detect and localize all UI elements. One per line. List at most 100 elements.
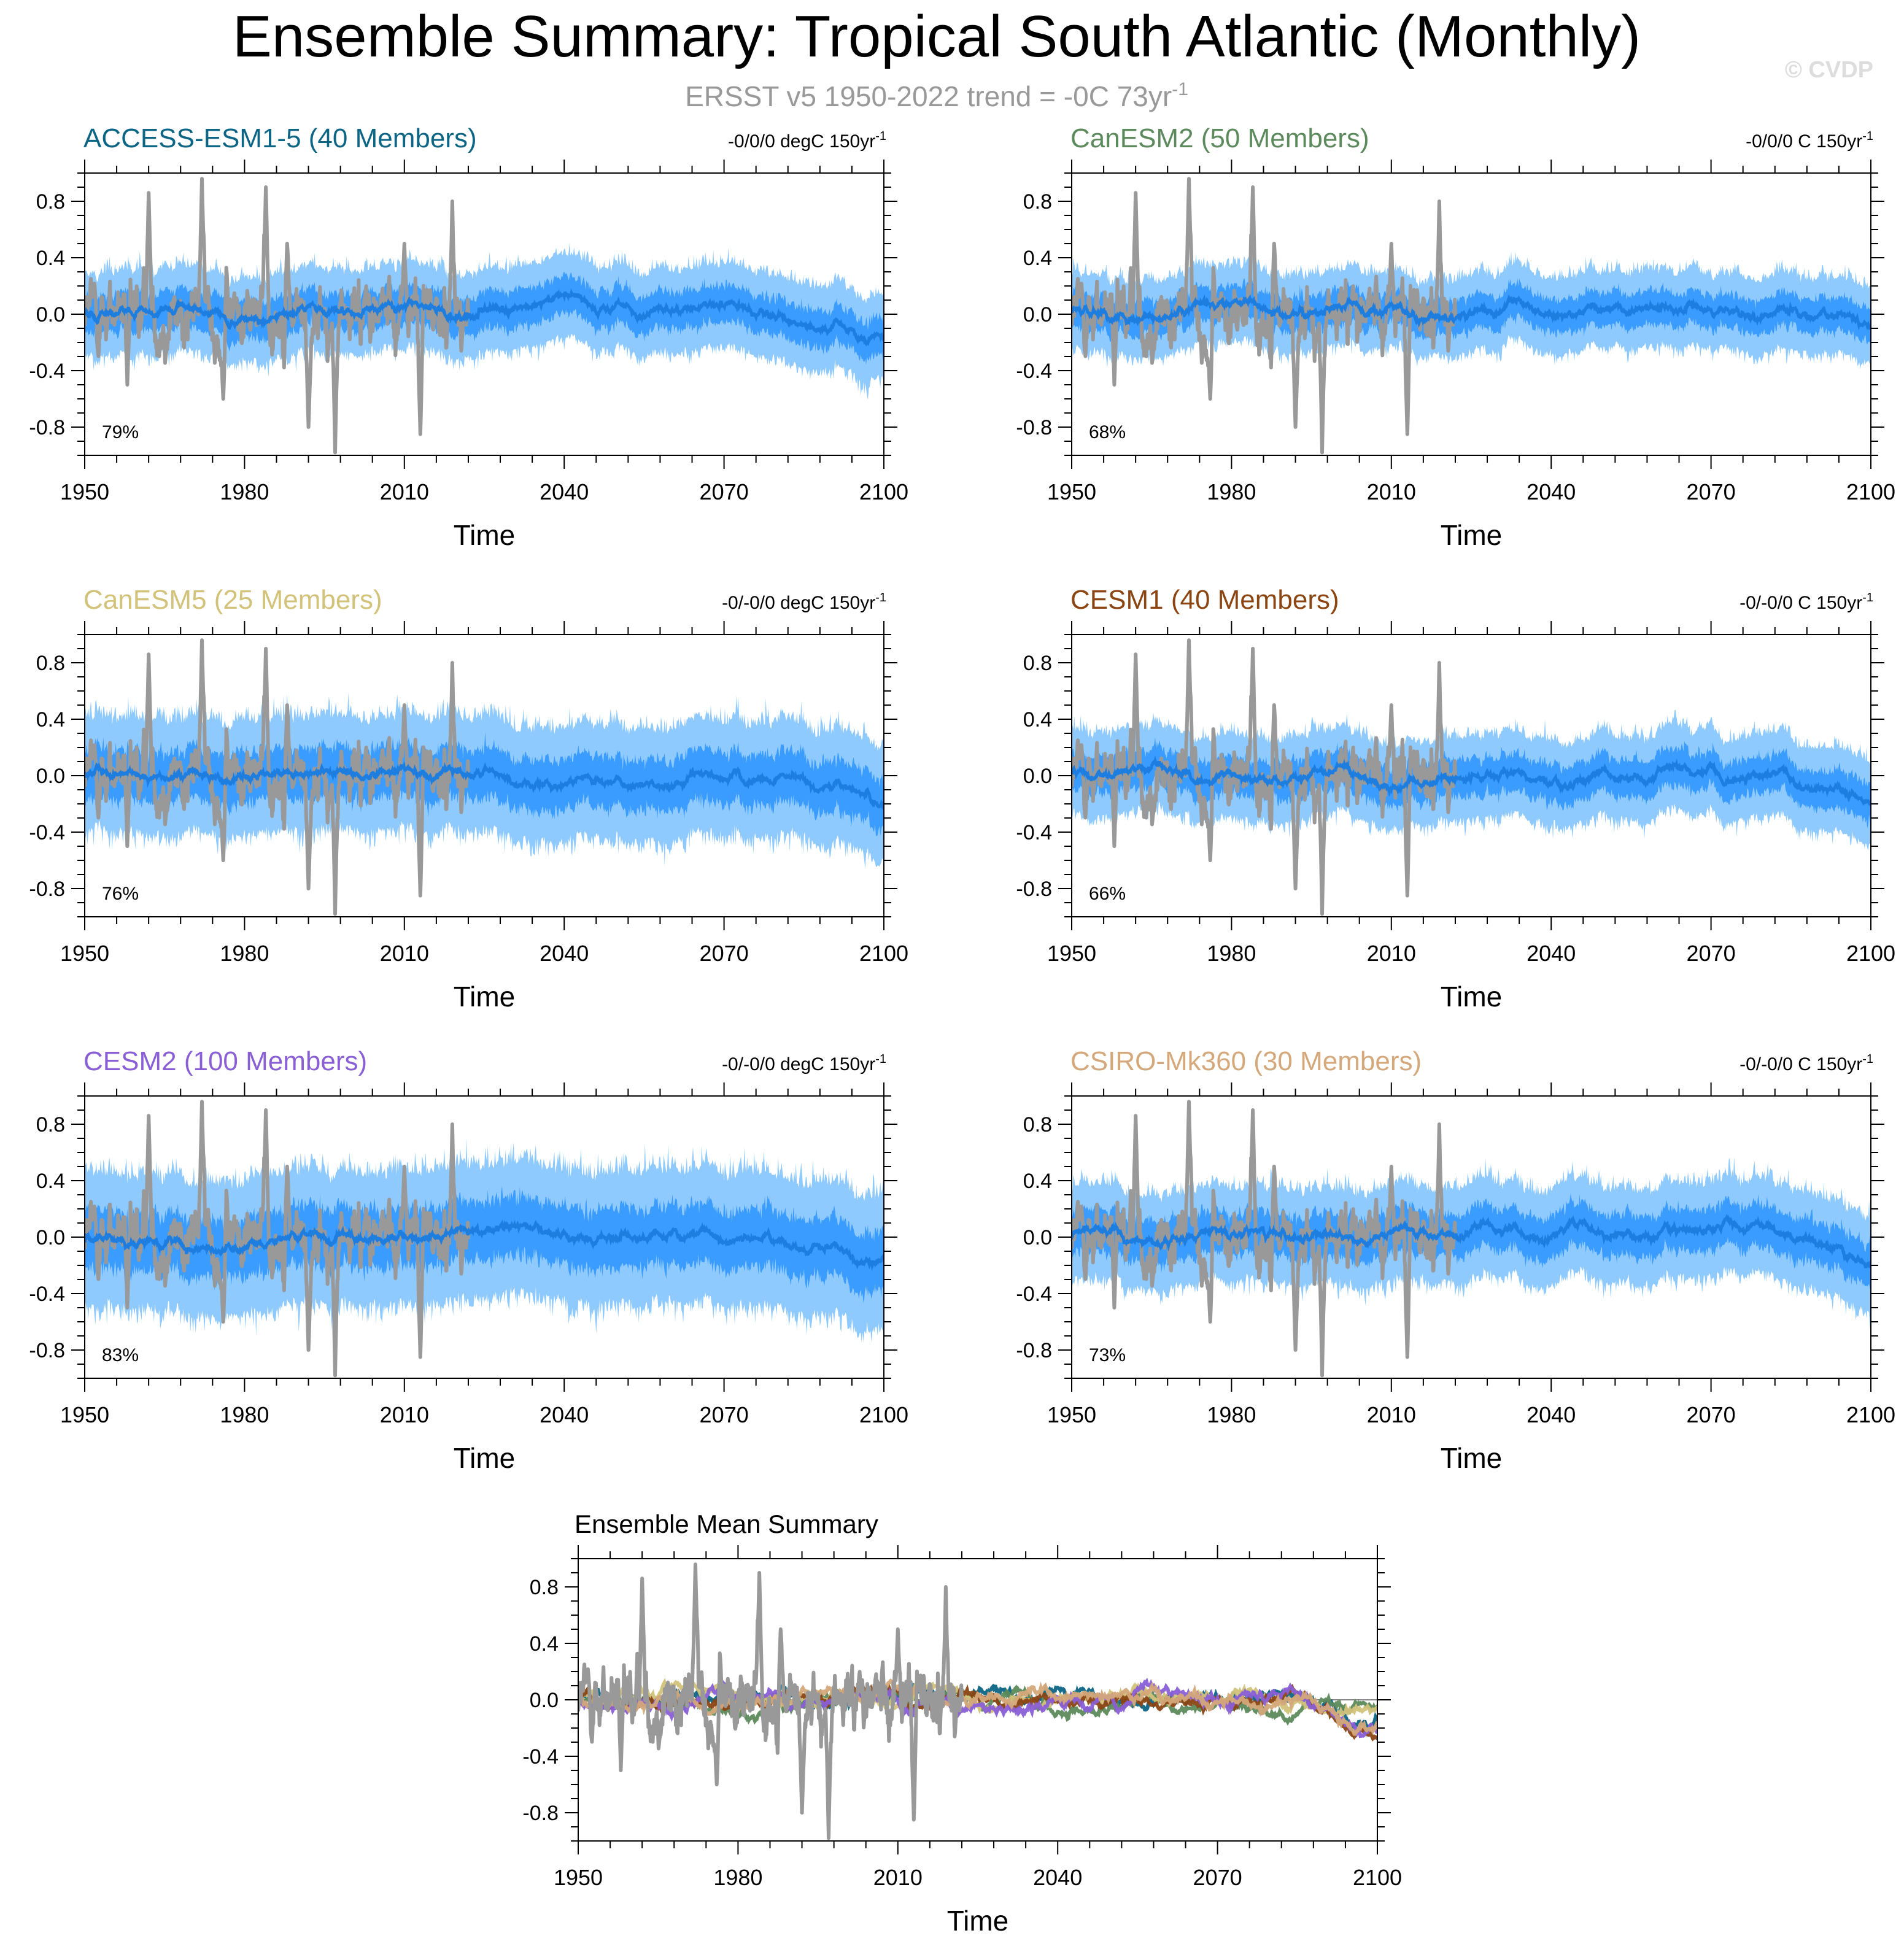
plot-area <box>578 1562 1377 1840</box>
observed-series-line <box>1072 1100 1457 1378</box>
x-tick-label: 2010 <box>1367 479 1416 504</box>
trend-label: -0/-0/0 C 150yr-1 <box>1740 591 1873 613</box>
ensemble-mean-line-cesm2 <box>578 1677 1377 1738</box>
x-tick-label: 2070 <box>1687 479 1736 504</box>
y-tick-label: 0.0 <box>1023 765 1052 788</box>
x-tick-label: 2070 <box>700 941 749 966</box>
panel-2: CanESM2 (50 Members) -0/0/0 C 150yr-1 68% 1… <box>1016 123 1895 551</box>
x-tick-label: 2100 <box>859 941 908 966</box>
observed-series-line <box>1072 638 1457 916</box>
percent-label: 76% <box>102 884 139 904</box>
ensemble-mean-line <box>1072 1213 1871 1269</box>
percent-label: 73% <box>1089 1345 1126 1365</box>
trend-sup: -1 <box>1862 129 1873 143</box>
x-tick-label: 1980 <box>713 1865 762 1890</box>
y-tick-label: 0.4 <box>1023 1170 1052 1193</box>
x-tick-label: 2040 <box>540 941 589 966</box>
x-tick-label: 1980 <box>1207 1402 1256 1427</box>
plot-area <box>85 1100 884 1378</box>
x-tick-label: 2040 <box>1527 941 1576 966</box>
figure-title: Ensemble Summary: Tropical South Atlanti… <box>233 4 1641 69</box>
y-tick-label: -0.4 <box>1016 360 1052 383</box>
y-tick-label: -0.8 <box>29 1339 65 1362</box>
y-tick-label: 0.8 <box>36 652 65 675</box>
observed-series-line <box>85 1100 470 1378</box>
trend-sup: -1 <box>875 1052 886 1066</box>
panel-4: CESM1 (40 Members) -0/-0/0 C 150yr-1 66% 19… <box>1016 585 1895 1013</box>
x-tick-label: 2010 <box>380 1402 429 1427</box>
y-tick-label: 0.0 <box>1023 1226 1052 1249</box>
trend-label: -0/0/0 degC 150yr-1 <box>728 129 886 152</box>
y-tick-label: 0.8 <box>530 1576 559 1599</box>
y-tick-label: 0.0 <box>36 765 65 788</box>
observed-series-line <box>85 638 470 916</box>
y-tick-label: -0.4 <box>29 360 65 383</box>
ensemble-mean-line <box>85 1219 884 1271</box>
x-tick-label: 1950 <box>554 1865 603 1890</box>
y-tick-label: -0.8 <box>29 416 65 439</box>
panel-6: CSIRO-Mk360 (30 Members) -0/-0/0 C 150yr-… <box>1016 1046 1895 1474</box>
y-tick-label: -0.4 <box>1016 821 1052 844</box>
x-tick-label: 2070 <box>1687 1402 1736 1427</box>
x-axis-label: Time <box>454 519 516 551</box>
x-tick-label: 2010 <box>1367 941 1416 966</box>
panel-title: CSIRO-Mk360 (30 Members) <box>1070 1046 1422 1076</box>
x-tick-label: 1980 <box>220 479 269 504</box>
y-tick-label: 0.0 <box>530 1689 559 1712</box>
y-tick-label: 0.4 <box>530 1632 559 1656</box>
panel-title: Ensemble Mean Summary <box>575 1510 878 1538</box>
y-tick-label: -0.8 <box>1016 878 1052 901</box>
x-axis-label: Time <box>1441 981 1503 1013</box>
x-tick-label: 2100 <box>1846 1402 1895 1427</box>
percent-label: 66% <box>1089 884 1126 904</box>
trend-sup: -1 <box>875 129 886 143</box>
watermark: © CVDP <box>1785 57 1873 83</box>
x-tick-label: 1980 <box>220 941 269 966</box>
x-tick-label: 1980 <box>1207 941 1256 966</box>
x-tick-label: 2040 <box>1527 479 1576 504</box>
trend-label: -0/-0/0 degC 150yr-1 <box>722 1052 886 1075</box>
x-tick-label: 2010 <box>380 479 429 504</box>
y-tick-label: 0.0 <box>36 1226 65 1249</box>
trend-main: -0/-0/0 C 150yr <box>1740 1054 1862 1075</box>
ensemble-mean-line-csiro-mk360 <box>578 1678 1377 1736</box>
x-tick-label: 2100 <box>1353 1865 1402 1890</box>
observed-series-line <box>578 1562 964 1840</box>
x-tick-label: 2010 <box>380 941 429 966</box>
y-tick-label: -0.4 <box>29 1283 65 1306</box>
y-tick-label: -0.8 <box>522 1802 559 1825</box>
x-tick-label: 2070 <box>1193 1865 1242 1890</box>
subtitle-sup: -1 <box>1172 79 1188 99</box>
x-tick-label: 2010 <box>873 1865 923 1890</box>
x-tick-label: 1950 <box>60 479 109 504</box>
y-tick-label: 0.8 <box>1023 190 1052 214</box>
x-tick-label: 2070 <box>700 1402 749 1427</box>
x-tick-label: 2040 <box>540 1402 589 1427</box>
x-tick-label: 1950 <box>1047 1402 1096 1427</box>
panel-5: CESM2 (100 Members) -0/-0/0 degC 150yr-1 8… <box>29 1046 908 1474</box>
x-tick-label: 2100 <box>859 479 908 504</box>
ensemble-mean-line <box>85 288 884 347</box>
figure-subtitle: ERSST v5 1950-2022 trend = -0C 73yr-1 <box>685 79 1188 112</box>
x-tick-label: 1950 <box>1047 941 1096 966</box>
y-tick-label: -0.8 <box>1016 416 1052 439</box>
x-tick-label: 2100 <box>1846 479 1895 504</box>
ensemble-mean-line <box>1072 294 1871 331</box>
percent-label: 83% <box>102 1345 139 1365</box>
y-tick-label: -0.4 <box>29 821 65 844</box>
trend-sup: -1 <box>1862 1052 1873 1066</box>
y-tick-label: 0.4 <box>1023 247 1052 270</box>
x-tick-label: 2070 <box>1687 941 1736 966</box>
y-tick-label: 0.4 <box>36 708 65 731</box>
plot-area <box>1072 1100 1871 1378</box>
trend-label: -0/-0/0 C 150yr-1 <box>1740 1052 1873 1075</box>
y-tick-label: 0.8 <box>1023 1113 1052 1136</box>
percent-label: 68% <box>1089 422 1126 442</box>
x-axis-label: Time <box>454 981 516 1013</box>
x-tick-label: 1950 <box>1047 479 1096 504</box>
panel-title: ACCESS-ESM1-5 (40 Members) <box>83 123 477 153</box>
panel-title: CanESM5 (25 Members) <box>83 585 382 615</box>
x-tick-label: 2100 <box>1846 941 1895 966</box>
x-tick-label: 2040 <box>1033 1865 1082 1890</box>
